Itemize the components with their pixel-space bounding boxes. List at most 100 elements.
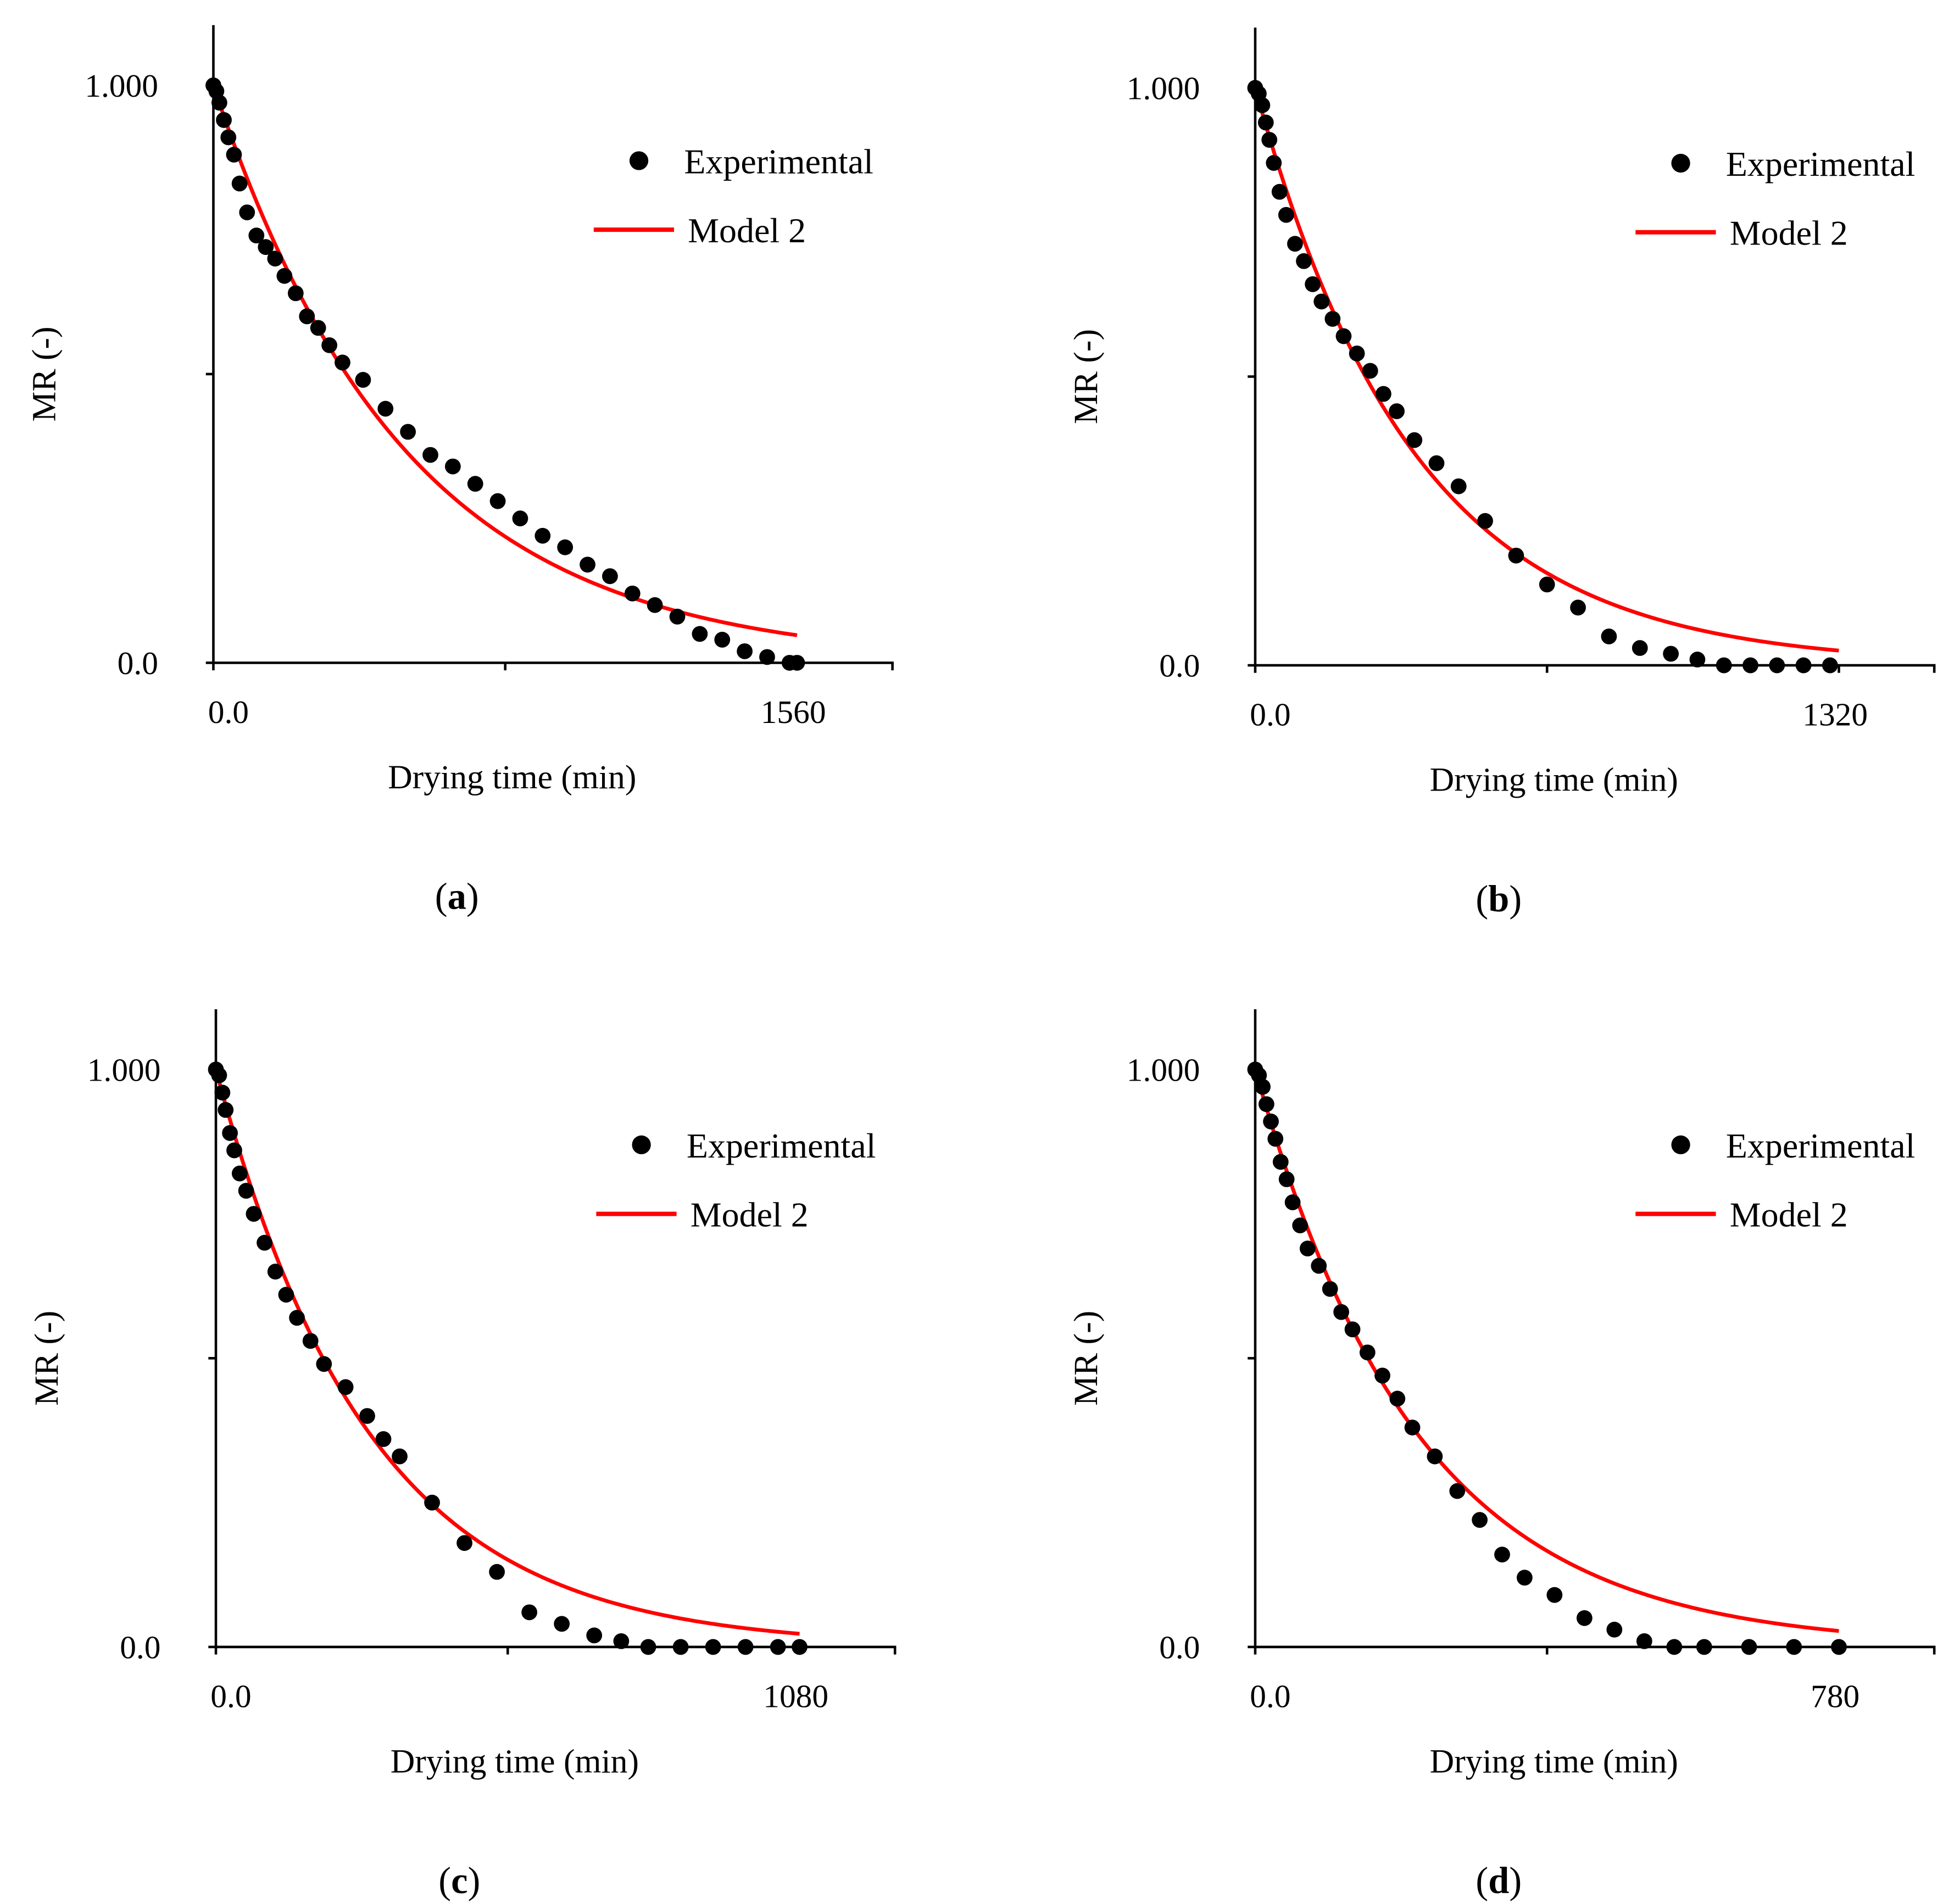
experimental-point bbox=[521, 1604, 538, 1621]
experimental-point bbox=[1311, 1257, 1327, 1274]
panel-label: (b) bbox=[1475, 878, 1522, 920]
experimental-point bbox=[355, 372, 371, 388]
experimental-point bbox=[1333, 1304, 1350, 1320]
experimental-point bbox=[1254, 97, 1271, 113]
experimental-point bbox=[489, 1563, 505, 1580]
experimental-point bbox=[1376, 386, 1391, 402]
legend: Experimental Model 2 bbox=[1635, 1126, 1915, 1234]
experimental-point bbox=[1632, 640, 1648, 656]
experimental-point bbox=[1263, 1114, 1279, 1129]
experimental-point bbox=[359, 1408, 375, 1424]
experimental-point bbox=[258, 239, 274, 255]
experimental-point bbox=[214, 1084, 231, 1101]
legend-model-label: Model 2 bbox=[1730, 214, 1848, 253]
y-axis-title: MR (-) bbox=[1067, 1311, 1105, 1406]
experimental-point bbox=[1389, 403, 1405, 419]
experimental-point bbox=[1822, 657, 1838, 674]
experimental-point bbox=[640, 1639, 656, 1655]
legend-experimental-label: Experimental bbox=[684, 142, 873, 181]
experimental-point bbox=[1689, 652, 1706, 667]
experimental-point bbox=[1292, 1217, 1308, 1234]
experimental-point bbox=[737, 1639, 754, 1655]
experimental-point bbox=[1636, 1633, 1652, 1649]
y-axis-title: MR (-) bbox=[28, 1311, 65, 1406]
experimental-point bbox=[1305, 276, 1321, 292]
experimental-point bbox=[377, 400, 394, 417]
experimental-point bbox=[789, 655, 805, 671]
experimental-point bbox=[1322, 1281, 1338, 1297]
experimental-point bbox=[1666, 1639, 1683, 1655]
panel-label: (c) bbox=[438, 1860, 480, 1901]
legend-model-label: Model 2 bbox=[691, 1195, 809, 1234]
experimental-point bbox=[316, 1356, 332, 1372]
y-tick-label-bottom: 0.0 bbox=[1159, 1629, 1200, 1665]
experimental-point bbox=[580, 557, 595, 573]
experimental-point bbox=[424, 1494, 440, 1511]
y-axis-title: MR (-) bbox=[26, 326, 63, 421]
experimental-point bbox=[1576, 1610, 1592, 1626]
experimental-point bbox=[1508, 547, 1524, 564]
experimental-points bbox=[1247, 80, 1838, 674]
experimental-point bbox=[1271, 183, 1288, 200]
experimental-point bbox=[239, 204, 255, 221]
experimental-point bbox=[1570, 599, 1586, 616]
experimental-point bbox=[586, 1627, 603, 1644]
experimental-point bbox=[267, 251, 283, 267]
experimental-point bbox=[287, 285, 304, 302]
experimental-point bbox=[1349, 346, 1365, 361]
experimental-point bbox=[1546, 1587, 1563, 1603]
legend-model-label: Model 2 bbox=[688, 211, 806, 250]
experimental-point bbox=[444, 458, 461, 475]
experimental-point bbox=[211, 1067, 227, 1083]
experimental-point bbox=[226, 147, 242, 163]
experimental-point bbox=[1359, 1344, 1376, 1361]
experimental-point bbox=[1255, 1078, 1271, 1095]
experimental-point bbox=[557, 539, 573, 555]
x-axis-title: Drying time (min) bbox=[388, 759, 636, 796]
x-tick-label-end: 1560 bbox=[761, 694, 826, 730]
experimental-point bbox=[1344, 1321, 1361, 1338]
y-tick-label-bottom: 0.0 bbox=[1159, 648, 1200, 684]
experimental-point bbox=[1335, 328, 1352, 344]
x-tick-label-end: 1320 bbox=[1802, 697, 1868, 733]
experimental-point bbox=[1261, 132, 1278, 148]
experimental-point bbox=[231, 175, 248, 192]
experimental-point bbox=[1477, 513, 1493, 529]
experimental-point bbox=[1606, 1621, 1623, 1638]
experimental-point bbox=[669, 608, 686, 625]
y-tick-label-top: 1.000 bbox=[1127, 1051, 1200, 1088]
experimental-point bbox=[335, 354, 350, 371]
experimental-point bbox=[211, 94, 227, 111]
experimental-point bbox=[1299, 1240, 1316, 1257]
experimental-point bbox=[302, 1333, 319, 1349]
experimental-point bbox=[1427, 1448, 1443, 1465]
legend-experimental-marker bbox=[629, 151, 649, 170]
experimental-point bbox=[310, 320, 326, 336]
experimental-point bbox=[1296, 253, 1312, 269]
x-axis-title: Drying time (min) bbox=[1430, 1743, 1678, 1780]
experimental-point bbox=[534, 527, 551, 544]
legend: Experimental Model 2 bbox=[593, 142, 873, 250]
experimental-point bbox=[299, 308, 315, 325]
y-tick-label-top: 1.000 bbox=[87, 1051, 161, 1088]
experimental-point bbox=[456, 1535, 472, 1551]
experimental-point bbox=[1287, 236, 1303, 252]
experimental-point bbox=[321, 337, 337, 353]
experimental-point bbox=[278, 1287, 294, 1303]
experimental-point bbox=[1362, 363, 1378, 379]
experimental-point bbox=[289, 1310, 305, 1326]
x-tick-label-start: 0.0 bbox=[1250, 1678, 1290, 1715]
experimental-point bbox=[1404, 1420, 1421, 1435]
x-axis-title: Drying time (min) bbox=[1430, 761, 1678, 799]
y-tick-label-top: 1.000 bbox=[1127, 70, 1200, 107]
experimental-point bbox=[1428, 455, 1445, 471]
experimental-point bbox=[770, 1639, 786, 1655]
experimental-point bbox=[1266, 155, 1282, 171]
y-tick-label-bottom: 0.0 bbox=[120, 1629, 160, 1665]
legend-experimental-marker bbox=[1671, 1135, 1690, 1155]
experimental-point bbox=[375, 1431, 392, 1447]
experimental-point bbox=[1741, 1639, 1757, 1655]
y-axis-title: MR (-) bbox=[1067, 329, 1105, 424]
experimental-point bbox=[705, 1639, 721, 1655]
